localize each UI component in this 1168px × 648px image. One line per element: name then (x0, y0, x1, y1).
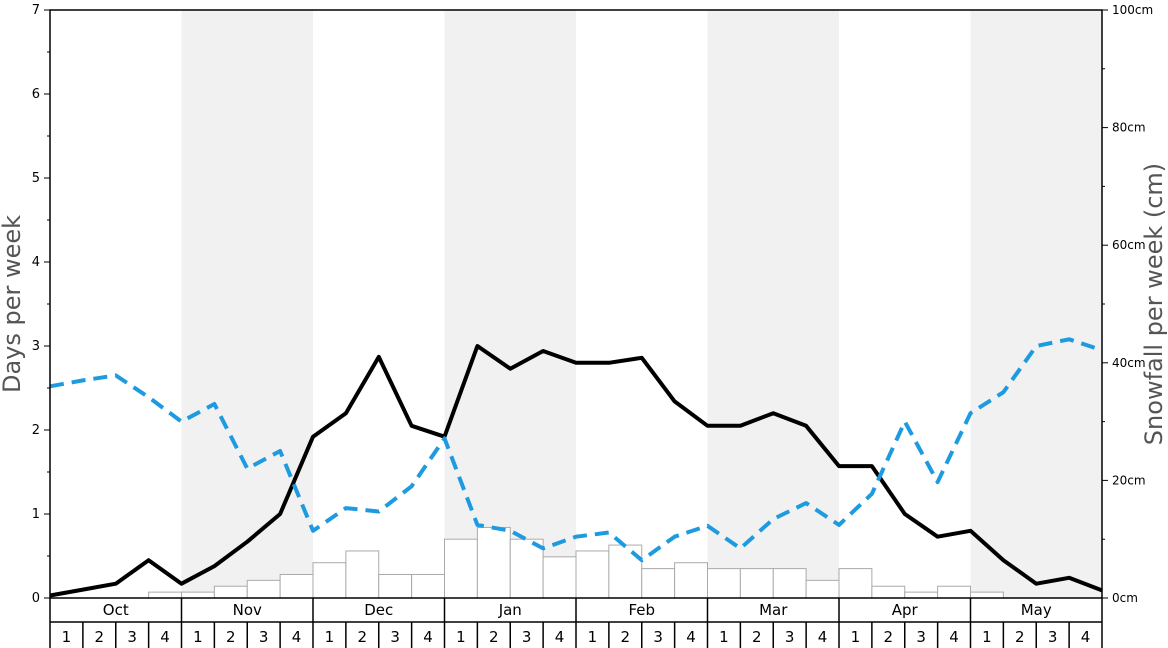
y-axis-right: 0cm 20cm 40cm 60cm 80cm 100cm (1102, 3, 1153, 605)
snowfall-bar (838, 568, 873, 599)
snowfall-bar (345, 550, 380, 599)
month-label-mar: Mar (759, 601, 788, 619)
week-label: 3 (785, 628, 795, 646)
week-label: 1 (456, 628, 466, 646)
snowfall-bar (181, 591, 215, 599)
y2-tick-label: 100cm (1112, 3, 1153, 17)
week-label: 1 (62, 628, 72, 646)
snowfall-bar (213, 585, 248, 599)
week-label: 1 (588, 628, 598, 646)
month-label-jan: Jan (498, 601, 522, 619)
snowfall-bar (871, 585, 906, 599)
week-label: 1 (719, 628, 729, 646)
y-tick-label: 6 (32, 87, 40, 102)
y2-axis-title: Snowfall per week (cm) (1140, 163, 1168, 445)
snowfall-bar (641, 568, 676, 599)
week-label: 3 (127, 628, 137, 646)
month-label-feb: Feb (628, 601, 655, 619)
snowfall-bar (904, 591, 939, 599)
snowfall-bar (476, 526, 511, 599)
month-band-mar (707, 10, 839, 598)
day-lines (49, 337, 1103, 598)
month-label-apr: Apr (892, 601, 919, 619)
snowfall-bar (148, 591, 182, 599)
week-label: 4 (423, 628, 433, 646)
y-tick-label: 1 (32, 507, 40, 522)
y-tick-label: 7 (32, 3, 40, 18)
snowfall-bar (246, 579, 281, 599)
y2-tick-label: 20cm (1112, 473, 1146, 487)
snowfall-bar (542, 556, 577, 599)
snowfall-bar (575, 550, 610, 599)
week-label: 4 (292, 628, 302, 646)
snowfall-bar (674, 562, 708, 599)
week-label: 2 (489, 628, 499, 646)
snowfall-bar (937, 585, 971, 599)
week-label: 3 (522, 628, 532, 646)
y2-tick-label: 80cm (1112, 121, 1146, 135)
week-label: 1 (851, 628, 861, 646)
week-label: 4 (160, 628, 170, 646)
dashed-series-line (49, 337, 1103, 563)
month-band-jan (444, 10, 576, 598)
month-label-dec: Dec (364, 601, 393, 619)
snowfall-bar (608, 544, 643, 599)
snowfall-bar (312, 562, 347, 599)
month-label-may: May (1021, 601, 1052, 619)
x-axis-calendar: Oct Nov Dec Jan Feb Mar Apr May 1 2 3 4 1 2 3 4 1 2 3 4 1 2 3 4… (49, 598, 1103, 648)
snowfall-bar (739, 568, 774, 599)
snowfall-bar (970, 591, 1004, 599)
week-label: 3 (916, 628, 926, 646)
week-label: 2 (226, 628, 236, 646)
y-tick-label: 3 (32, 339, 40, 354)
week-label: 2 (358, 628, 368, 646)
week-label: 4 (555, 628, 565, 646)
week-label: 4 (686, 628, 696, 646)
y-tick-label: 4 (32, 255, 40, 270)
snowfall-bar (411, 573, 445, 599)
week-label: 1 (325, 628, 335, 646)
week-label: 1 (982, 628, 992, 646)
week-label: 2 (621, 628, 631, 646)
y-tick-label: 2 (32, 423, 40, 438)
solid-series-line (49, 344, 1103, 598)
month-bands (181, 10, 1102, 598)
week-label: 3 (390, 628, 400, 646)
week-label: 2 (95, 628, 105, 646)
y-axis-title: Days per week (0, 215, 26, 393)
month-label-oct: Oct (103, 601, 129, 619)
y2-tick-label: 40cm (1112, 356, 1146, 370)
y2-tick-label: 60cm (1112, 238, 1146, 252)
snowfall-bar (279, 573, 314, 599)
snowfall-bar (805, 579, 840, 599)
y2-tick-label: 0cm (1112, 591, 1138, 605)
snowfall-bars (148, 526, 1004, 599)
week-label: 4 (1081, 628, 1091, 646)
snowfall-bar (772, 568, 807, 599)
y-tick-label: 0 (32, 591, 40, 606)
month-band-nov (181, 10, 313, 598)
snowfall-bar (378, 573, 413, 599)
week-label: 3 (259, 628, 269, 646)
week-label: 2 (1015, 628, 1025, 646)
week-label: 2 (752, 628, 762, 646)
month-label-nov: Nov (233, 601, 262, 619)
snowfall-bar (444, 538, 478, 599)
week-label: 3 (653, 628, 663, 646)
y-tick-label: 5 (32, 171, 40, 186)
week-label: 4 (818, 628, 828, 646)
week-label: 4 (949, 628, 959, 646)
month-band-may (970, 10, 1102, 598)
week-label: 1 (193, 628, 203, 646)
snowfall-bar (707, 568, 741, 599)
week-label: 2 (884, 628, 894, 646)
week-label: 3 (1048, 628, 1058, 646)
y-axis-left: 0 1 2 3 4 5 6 7 (32, 3, 50, 606)
